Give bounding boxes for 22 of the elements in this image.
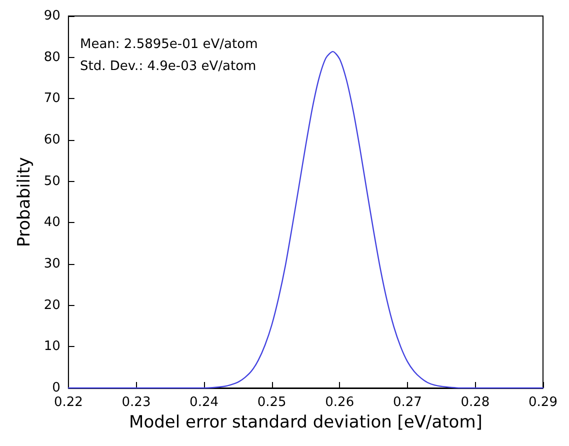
y-tick-label: 50 [44, 174, 60, 189]
y-tick-label: 10 [44, 339, 60, 354]
y-tick-label: 70 [44, 91, 60, 106]
x-tick-label: 0.22 [54, 395, 83, 410]
x-tick-label: 0.29 [528, 395, 558, 410]
y-tick-label: 0 [52, 380, 60, 396]
y-tick-label: 80 [44, 50, 60, 65]
annotation: Std. Dev.: 4.9e-03 eV/atom [80, 59, 256, 74]
x-tick-label: 0.26 [325, 395, 354, 410]
y-tick-label: 60 [44, 132, 60, 148]
x-tick-label: 0.27 [392, 395, 422, 410]
x-tick-label: 0.24 [190, 395, 219, 410]
x-tick-label: 0.25 [257, 395, 286, 410]
y-tick-label: 20 [44, 298, 60, 313]
x-axis-title: Model error standard deviation [eV/atom] [129, 412, 482, 432]
x-tick-label: 0.28 [460, 395, 490, 410]
y-tick-label: 90 [44, 8, 60, 24]
y-tick-label: 30 [44, 256, 60, 272]
y-axis-title: Probability [14, 157, 34, 247]
annotation: Mean: 2.5895e-01 eV/atom [80, 37, 258, 52]
x-tick-label: 0.23 [122, 395, 151, 410]
y-tick-label: 40 [44, 215, 60, 230]
